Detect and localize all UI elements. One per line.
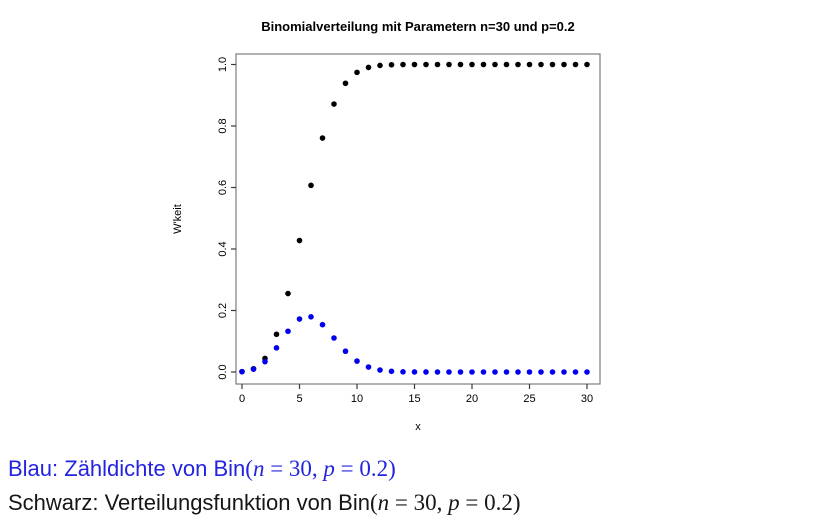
data-point bbox=[285, 328, 291, 335]
data-point bbox=[377, 367, 383, 373]
data-point bbox=[515, 61, 521, 68]
data-point bbox=[377, 62, 383, 69]
math-var-p: p bbox=[323, 456, 335, 481]
data-point bbox=[457, 61, 464, 68]
data-point bbox=[388, 61, 395, 68]
data-point bbox=[584, 61, 590, 68]
chart-title: Binomialverteilung mit Parametern n=30 u… bbox=[261, 19, 575, 34]
data-point bbox=[469, 369, 475, 375]
paren-open: ( bbox=[245, 456, 253, 481]
data-point bbox=[503, 369, 510, 375]
plot-box bbox=[235, 53, 601, 385]
caption-pmf: Blau: Zähldichte von Bin(n = 30, p = 0.2… bbox=[8, 452, 521, 486]
caption-pmf-label: Blau: Zähldichte von Bin bbox=[8, 456, 246, 481]
data-point bbox=[561, 61, 567, 68]
data-point bbox=[549, 369, 556, 375]
data-point bbox=[526, 61, 533, 68]
data-point bbox=[411, 369, 418, 375]
data-point bbox=[365, 364, 372, 370]
data-point bbox=[331, 101, 337, 107]
data-point bbox=[561, 369, 567, 375]
caption-cdf: Schwarz: Verteilungsfunktion von Bin(n =… bbox=[8, 486, 521, 520]
x-tick-label: 25 bbox=[523, 393, 535, 405]
math-var-n: n bbox=[252, 456, 265, 481]
x-tick-label: 20 bbox=[466, 393, 478, 405]
data-point bbox=[480, 369, 487, 375]
math-rel-n: = 30, bbox=[389, 490, 449, 515]
data-point bbox=[411, 61, 418, 68]
data-point bbox=[457, 369, 464, 375]
y-axis-ticks: 0.0 0.2 0.4 0.6 0.8 1.0 bbox=[217, 57, 236, 380]
data-point bbox=[388, 368, 395, 375]
pmf-series-points bbox=[239, 314, 590, 375]
y-tick-label: 0.8 bbox=[217, 118, 229, 133]
cdf-series-points bbox=[239, 61, 590, 375]
math-var-n: n bbox=[377, 490, 390, 515]
data-point bbox=[319, 135, 326, 141]
paren-close: ) bbox=[388, 456, 396, 481]
data-point bbox=[400, 368, 406, 375]
x-tick-label: 0 bbox=[239, 393, 245, 405]
data-point bbox=[538, 369, 544, 375]
data-point bbox=[354, 69, 360, 76]
data-point bbox=[480, 61, 487, 68]
data-point bbox=[434, 61, 441, 68]
x-tick-label: 10 bbox=[351, 393, 363, 405]
math-rel-n: = 30, bbox=[264, 456, 324, 481]
caption-cdf-label: Schwarz: Verteilungsfunktion von Bin bbox=[8, 490, 370, 515]
data-point bbox=[549, 61, 556, 68]
data-point bbox=[354, 358, 360, 364]
paren-close: ) bbox=[512, 490, 521, 515]
y-tick-label: 0.6 bbox=[217, 180, 229, 195]
x-axis-ticks: 0 5 10 15 20 25 30 bbox=[239, 384, 593, 405]
data-point bbox=[365, 64, 372, 71]
x-tick-label: 30 bbox=[581, 393, 593, 405]
data-point bbox=[296, 316, 303, 322]
data-point bbox=[572, 61, 579, 68]
data-point bbox=[250, 366, 257, 372]
data-point bbox=[492, 369, 498, 375]
y-axis-label: W'keit bbox=[172, 204, 184, 234]
data-point bbox=[526, 369, 533, 375]
binomial-chart: Binomialverteilung mit Parametern n=30 u… bbox=[172, 19, 601, 433]
data-point bbox=[342, 348, 349, 355]
x-tick-label: 15 bbox=[408, 393, 420, 405]
data-point bbox=[538, 61, 544, 68]
data-point bbox=[296, 237, 303, 244]
data-point bbox=[319, 321, 326, 328]
data-point bbox=[285, 290, 291, 297]
data-point bbox=[423, 369, 429, 375]
data-point bbox=[515, 369, 521, 375]
data-point bbox=[446, 369, 452, 375]
data-point bbox=[423, 61, 429, 68]
paren-open: ( bbox=[369, 490, 378, 515]
data-point bbox=[503, 61, 510, 68]
y-tick-label: 0.2 bbox=[217, 303, 229, 318]
y-tick-label: 0.4 bbox=[217, 241, 229, 256]
math-var-p: p bbox=[448, 490, 460, 515]
data-point bbox=[308, 182, 314, 189]
math-rel-p: = 0.2 bbox=[334, 456, 389, 481]
x-tick-label: 5 bbox=[296, 393, 302, 405]
data-point bbox=[239, 368, 245, 375]
x-axis-label: x bbox=[415, 421, 421, 433]
data-point bbox=[584, 369, 590, 375]
data-point bbox=[469, 61, 475, 68]
data-point bbox=[331, 335, 337, 341]
data-point bbox=[262, 358, 268, 365]
data-point bbox=[400, 61, 406, 68]
caption-block: Blau: Zähldichte von Bin(n = 30, p = 0.2… bbox=[8, 452, 521, 520]
data-point bbox=[308, 314, 314, 320]
data-point bbox=[273, 331, 280, 338]
data-point bbox=[342, 80, 349, 87]
data-point bbox=[572, 369, 579, 375]
data-point bbox=[492, 61, 498, 68]
math-rel-p: = 0.2 bbox=[459, 490, 513, 515]
data-point bbox=[446, 61, 452, 68]
data-point bbox=[273, 345, 280, 351]
y-tick-label: 0.0 bbox=[217, 364, 229, 379]
y-tick-label: 1.0 bbox=[217, 57, 229, 72]
data-point bbox=[434, 369, 441, 375]
